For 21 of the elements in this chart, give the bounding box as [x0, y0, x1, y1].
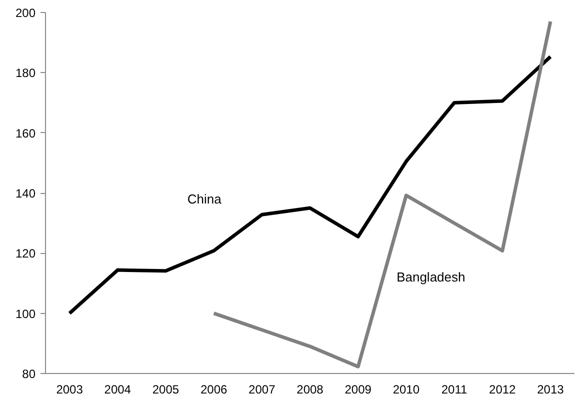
x-tick-label: 2012: [489, 382, 516, 396]
y-tick-label: 180: [15, 66, 36, 80]
y-tick-label: 80: [22, 367, 36, 381]
x-tick-label: 2004: [104, 382, 132, 396]
x-tick-label: 2007: [248, 382, 276, 396]
x-tick-label: 2013: [537, 382, 564, 396]
line-series: [68, 54, 552, 316]
x-tick-label: 2010: [392, 382, 420, 396]
y-tick-label: 120: [15, 246, 36, 261]
text: China: [187, 192, 222, 207]
x-tick-label: 2011: [441, 382, 468, 396]
x-tick-label: 2003: [56, 382, 84, 396]
x-tick-label: 2008: [296, 382, 324, 396]
x-tick-label: 2006: [200, 382, 228, 396]
y-tick-label: 200: [15, 6, 36, 20]
x-tick-label: 2005: [152, 382, 180, 396]
y-tick-label: 140: [15, 186, 36, 200]
series-label: Bangladesh: [396, 270, 466, 285]
x-tick-label: 2009: [344, 382, 372, 396]
y-tick-label: 160: [15, 126, 36, 140]
y-tick-label: 100: [15, 306, 36, 321]
